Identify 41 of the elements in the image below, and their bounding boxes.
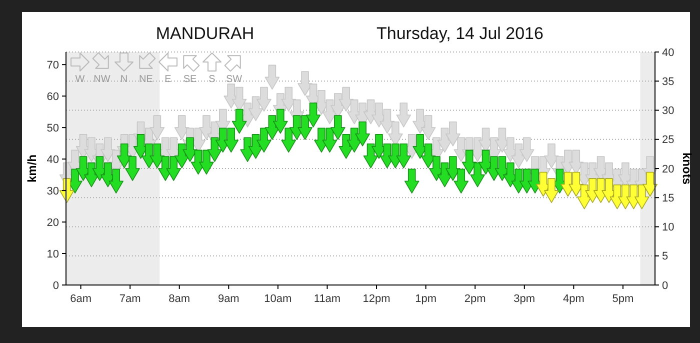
y-tick-label: 50 bbox=[46, 122, 59, 134]
x-tick-label: 4pm bbox=[562, 293, 584, 305]
chart-subtitle: Thursday, 14 Jul 2016 bbox=[376, 24, 544, 43]
y2-tick-label: 30 bbox=[662, 105, 674, 118]
y2-tick-label: 15 bbox=[662, 192, 674, 204]
x-tick-label: 3pm bbox=[514, 293, 536, 305]
chart-title: MANDURAH bbox=[156, 24, 254, 43]
y-tick-label: 40 bbox=[46, 154, 59, 166]
x-tick-label: 11am bbox=[314, 293, 341, 305]
y-tick-label: 60 bbox=[46, 90, 59, 103]
annotation: E bbox=[164, 74, 172, 85]
y-tick-label: 70 bbox=[46, 59, 59, 72]
x-tick-label: 12pm bbox=[362, 293, 390, 305]
x-tick-label: 7am bbox=[119, 293, 141, 305]
annotation: NW bbox=[94, 74, 111, 85]
annotation: SW bbox=[226, 74, 243, 85]
y-tick-label: 30 bbox=[46, 185, 59, 198]
y2-tick-label: 10 bbox=[662, 222, 674, 234]
x-tick-label: 8am bbox=[168, 293, 190, 305]
annotation: S bbox=[208, 74, 216, 85]
y2-tick-label: 35 bbox=[662, 76, 674, 88]
y2-tick-label: 5 bbox=[662, 250, 668, 263]
annotation: NE bbox=[139, 74, 154, 85]
y2-tick-label: 25 bbox=[662, 134, 674, 146]
x-tick-label: 6am bbox=[70, 293, 92, 305]
y2-tick-label: 40 bbox=[662, 46, 674, 59]
annotation: SE bbox=[183, 74, 197, 85]
x-tick-label: 5pm bbox=[612, 293, 634, 305]
y-axis-title: km/h bbox=[25, 154, 39, 183]
x-tick-label: 2pm bbox=[464, 293, 486, 305]
y-tick-label: 0 bbox=[52, 280, 59, 292]
y2-axis-title: knots bbox=[680, 152, 694, 185]
x-tick-label: 1pm bbox=[415, 293, 437, 305]
y-tick-label: 20 bbox=[46, 216, 59, 229]
y-tick-label: 10 bbox=[46, 248, 59, 260]
y2-tick-label: 0 bbox=[662, 280, 668, 292]
y2-tick-label: 20 bbox=[662, 163, 674, 176]
x-tick-label: 10am bbox=[264, 293, 292, 305]
x-tick-label: 9am bbox=[218, 293, 240, 305]
annotation: N bbox=[120, 74, 128, 85]
annotation: W bbox=[75, 74, 86, 85]
